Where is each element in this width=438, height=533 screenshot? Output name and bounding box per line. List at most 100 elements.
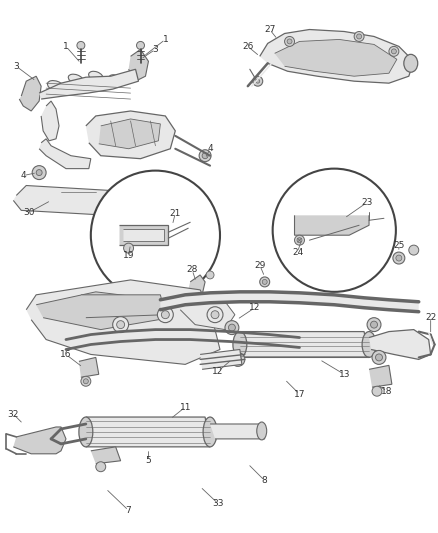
Text: 23: 23 (360, 198, 372, 207)
Circle shape (366, 318, 380, 332)
Text: 3: 3 (14, 62, 19, 71)
Text: 27: 27 (263, 25, 275, 34)
Polygon shape (239, 332, 368, 358)
Ellipse shape (256, 422, 266, 440)
Circle shape (371, 351, 385, 365)
Polygon shape (188, 275, 205, 298)
Text: 25: 25 (392, 240, 404, 249)
Text: 7: 7 (125, 506, 131, 515)
Polygon shape (81, 295, 165, 318)
Text: 8: 8 (261, 476, 267, 485)
Text: 30: 30 (23, 208, 35, 217)
Circle shape (81, 376, 91, 386)
Circle shape (284, 36, 294, 46)
Circle shape (255, 79, 259, 83)
Circle shape (294, 235, 304, 245)
Polygon shape (13, 427, 66, 454)
Text: 26: 26 (242, 42, 253, 51)
Circle shape (77, 42, 85, 50)
Circle shape (113, 317, 128, 333)
Polygon shape (86, 417, 209, 447)
Text: 13: 13 (338, 370, 349, 379)
Text: 21: 21 (169, 209, 180, 218)
Ellipse shape (79, 417, 92, 447)
Circle shape (356, 34, 361, 39)
Text: 29: 29 (254, 261, 265, 270)
Polygon shape (160, 292, 418, 312)
Ellipse shape (68, 74, 83, 84)
Polygon shape (274, 39, 396, 76)
Circle shape (374, 354, 381, 361)
Ellipse shape (233, 332, 246, 358)
Ellipse shape (203, 417, 216, 447)
Circle shape (95, 462, 106, 472)
Polygon shape (19, 76, 41, 111)
Text: 1: 1 (63, 42, 69, 51)
Ellipse shape (361, 332, 375, 358)
Circle shape (161, 311, 169, 319)
Polygon shape (128, 50, 148, 81)
Text: 12: 12 (248, 303, 260, 312)
Circle shape (157, 307, 173, 322)
Circle shape (392, 252, 404, 264)
Circle shape (370, 321, 377, 328)
Text: 22: 22 (424, 313, 435, 322)
Circle shape (272, 168, 395, 292)
Circle shape (91, 171, 219, 300)
Circle shape (83, 379, 88, 384)
Text: 11: 11 (179, 402, 191, 411)
Text: 5: 5 (145, 456, 151, 465)
Circle shape (199, 150, 211, 161)
Polygon shape (91, 447, 120, 464)
Polygon shape (259, 29, 413, 83)
Polygon shape (368, 329, 430, 359)
Circle shape (117, 321, 124, 329)
Circle shape (395, 255, 401, 261)
Circle shape (261, 279, 267, 285)
Polygon shape (209, 424, 264, 439)
Circle shape (124, 243, 133, 253)
Polygon shape (122, 229, 164, 241)
Circle shape (408, 245, 418, 255)
Text: 28: 28 (186, 265, 198, 274)
Text: 33: 33 (212, 499, 223, 508)
Circle shape (388, 46, 398, 56)
Text: 24: 24 (291, 248, 302, 256)
Ellipse shape (109, 75, 122, 84)
Text: 4: 4 (21, 171, 26, 180)
Polygon shape (39, 139, 91, 168)
Text: 18: 18 (380, 387, 392, 395)
Circle shape (252, 76, 262, 86)
Circle shape (32, 166, 46, 180)
Circle shape (224, 321, 238, 335)
Circle shape (201, 153, 208, 159)
Circle shape (234, 356, 241, 363)
Polygon shape (368, 365, 391, 387)
Polygon shape (79, 358, 99, 377)
Polygon shape (36, 292, 170, 329)
Circle shape (259, 277, 269, 287)
Circle shape (207, 307, 223, 322)
Circle shape (371, 386, 381, 396)
Polygon shape (180, 295, 234, 329)
Text: 32: 32 (7, 409, 19, 418)
Polygon shape (41, 101, 59, 141)
Circle shape (228, 324, 235, 331)
Circle shape (136, 42, 144, 50)
Circle shape (36, 169, 42, 175)
Text: 19: 19 (123, 251, 134, 260)
Circle shape (391, 49, 396, 54)
Text: 16: 16 (60, 350, 71, 359)
Text: 4: 4 (207, 144, 212, 154)
Circle shape (205, 271, 214, 279)
Circle shape (297, 238, 301, 243)
Circle shape (211, 311, 219, 319)
Polygon shape (86, 111, 175, 159)
Circle shape (286, 39, 291, 44)
Polygon shape (39, 69, 138, 99)
Polygon shape (26, 280, 219, 365)
Text: 3: 3 (152, 45, 158, 54)
Ellipse shape (88, 71, 103, 81)
Text: 1: 1 (162, 35, 168, 44)
Polygon shape (118, 225, 168, 245)
